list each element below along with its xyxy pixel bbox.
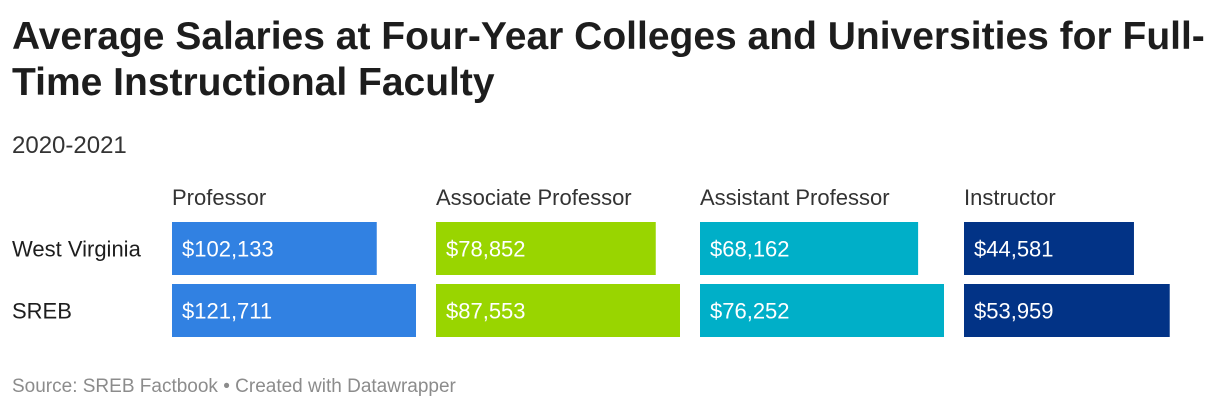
bar-assistant-professor-west-virginia xyxy=(700,222,919,275)
value-label-professor-west-virginia: $102,133 xyxy=(182,237,274,262)
value-label-instructor-sreb: $53,959 xyxy=(974,299,1054,324)
bar-professor-west-virginia xyxy=(172,222,377,275)
row-label-sreb: SREB xyxy=(12,299,72,324)
panel-header-associate-professor: Associate Professor xyxy=(436,185,632,210)
row-label-west-virginia: West Virginia xyxy=(12,237,142,262)
bar-chart: West Virginia SREB Professor $102,133 $121,7… xyxy=(12,185,1170,337)
bar-professor-sreb xyxy=(172,284,416,337)
value-label-assistant-professor-west-virginia: $68,162 xyxy=(710,237,790,262)
value-label-assistant-professor-sreb: $76,252 xyxy=(710,299,790,324)
panel-header-professor: Professor xyxy=(172,185,266,210)
bar-assistant-professor-sreb xyxy=(700,284,944,337)
bar-associate-professor-west-virginia xyxy=(436,222,656,275)
chart-subtitle: 2020-2021 xyxy=(12,132,127,159)
value-label-professor-sreb: $121,711 xyxy=(182,299,272,324)
chart-title: Average Salaries at Four-Year Colleges a… xyxy=(12,15,1205,104)
chart-footer: Source: SREB Factbook • Created with Dat… xyxy=(12,376,456,398)
footer-separator: • xyxy=(217,376,236,397)
panel-header-assistant-professor: Assistant Professor xyxy=(700,185,890,210)
panel-header-instructor: Instructor xyxy=(964,185,1056,210)
bar-instructor-west-virginia xyxy=(964,222,1134,275)
source-note: Source: SREB Factbook xyxy=(12,376,218,397)
value-label-associate-professor-sreb: $87,553 xyxy=(446,299,526,324)
value-label-instructor-west-virginia: $44,581 xyxy=(974,237,1054,262)
value-label-associate-professor-west-virginia: $78,852 xyxy=(446,237,526,262)
bar-instructor-sreb xyxy=(964,284,1170,337)
credit-note: Created with Datawrapper xyxy=(235,376,456,397)
bar-associate-professor-sreb xyxy=(436,284,680,337)
